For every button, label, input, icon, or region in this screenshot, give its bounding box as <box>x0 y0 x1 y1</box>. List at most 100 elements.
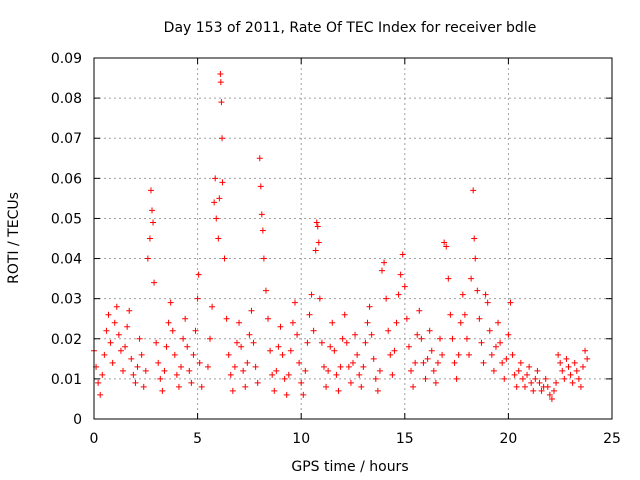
data-point <box>548 395 555 402</box>
data-point <box>364 319 371 326</box>
data-point <box>294 331 301 338</box>
data-point <box>221 255 228 262</box>
y-tick-label: 0.02 <box>51 332 82 348</box>
data-point <box>315 239 322 246</box>
data-point <box>356 371 363 378</box>
data-point <box>430 367 437 374</box>
data-point <box>229 387 236 394</box>
data-point <box>192 327 199 334</box>
data-point <box>215 235 222 242</box>
data-point <box>99 371 106 378</box>
data-point <box>159 387 166 394</box>
y-tick-label: 0.01 <box>51 372 82 388</box>
data-point <box>538 387 545 394</box>
data-point <box>486 327 493 334</box>
data-point <box>325 367 332 374</box>
y-tick-label: 0.04 <box>51 252 82 268</box>
data-point <box>252 363 259 370</box>
data-point <box>246 331 253 338</box>
y-tick-label: 0.06 <box>51 171 82 187</box>
data-point <box>445 275 452 282</box>
data-point <box>526 363 533 370</box>
data-point <box>101 351 108 358</box>
chart-title: Day 153 of 2011, Rate Of TEC Index for r… <box>164 20 537 36</box>
data-point <box>565 363 572 370</box>
data-point <box>128 355 135 362</box>
data-point <box>499 359 506 366</box>
x-tick-label: 10 <box>292 431 310 447</box>
data-point <box>490 367 497 374</box>
data-point <box>223 315 230 322</box>
data-point <box>318 339 325 346</box>
data-point <box>434 359 441 366</box>
data-point <box>219 135 226 142</box>
data-point <box>122 343 129 350</box>
data-point <box>468 275 475 282</box>
data-point <box>362 339 369 346</box>
data-point <box>300 391 307 398</box>
data-point <box>542 375 549 382</box>
data-point <box>577 383 584 390</box>
data-point <box>397 271 404 278</box>
data-point <box>289 319 296 326</box>
data-point <box>501 375 508 382</box>
data-point <box>283 391 290 398</box>
data-point <box>134 363 141 370</box>
data-point <box>449 335 456 342</box>
data-point <box>532 375 539 382</box>
data-point <box>505 331 512 338</box>
data-point <box>117 347 124 354</box>
data-point <box>194 295 201 302</box>
data-point <box>524 371 531 378</box>
data-point <box>345 363 352 370</box>
y-tick-label: 0.09 <box>51 51 82 67</box>
data-point <box>171 351 178 358</box>
data-point <box>267 347 274 354</box>
y-tick-label: 0 <box>73 412 82 428</box>
data-point <box>312 247 319 254</box>
data-point <box>567 371 574 378</box>
data-point <box>240 367 247 374</box>
data-point <box>497 339 504 346</box>
data-point <box>399 251 406 258</box>
y-tick-label: 0.07 <box>51 131 82 147</box>
data-point <box>258 211 265 218</box>
data-point <box>352 331 359 338</box>
data-point <box>403 315 410 322</box>
data-point <box>418 335 425 342</box>
data-point <box>147 187 154 194</box>
data-point <box>142 367 149 374</box>
data-point <box>389 371 396 378</box>
data-point <box>511 371 518 378</box>
data-point <box>225 351 232 358</box>
data-point <box>457 319 464 326</box>
data-point <box>287 347 294 354</box>
data-point <box>347 379 354 386</box>
data-point <box>395 291 402 298</box>
data-point <box>470 187 477 194</box>
data-point <box>175 383 182 390</box>
data-point <box>281 375 288 382</box>
data-point <box>124 323 131 330</box>
data-point <box>165 319 172 326</box>
data-point <box>173 371 180 378</box>
data-point <box>391 347 398 354</box>
data-point <box>343 339 350 346</box>
data-point <box>376 367 383 374</box>
data-point <box>190 351 197 358</box>
data-point <box>186 367 193 374</box>
data-point <box>414 331 421 338</box>
y-tick-label: 0.03 <box>51 292 82 308</box>
data-point <box>218 99 225 106</box>
data-point <box>275 343 282 350</box>
data-point <box>447 311 454 318</box>
data-point <box>509 351 516 358</box>
data-point <box>236 319 243 326</box>
x-tick-label: 0 <box>90 431 99 447</box>
data-point <box>126 307 133 314</box>
data-point <box>153 339 160 346</box>
data-point <box>579 363 586 370</box>
data-point <box>105 311 112 318</box>
data-point <box>372 375 379 382</box>
data-point <box>463 335 470 342</box>
